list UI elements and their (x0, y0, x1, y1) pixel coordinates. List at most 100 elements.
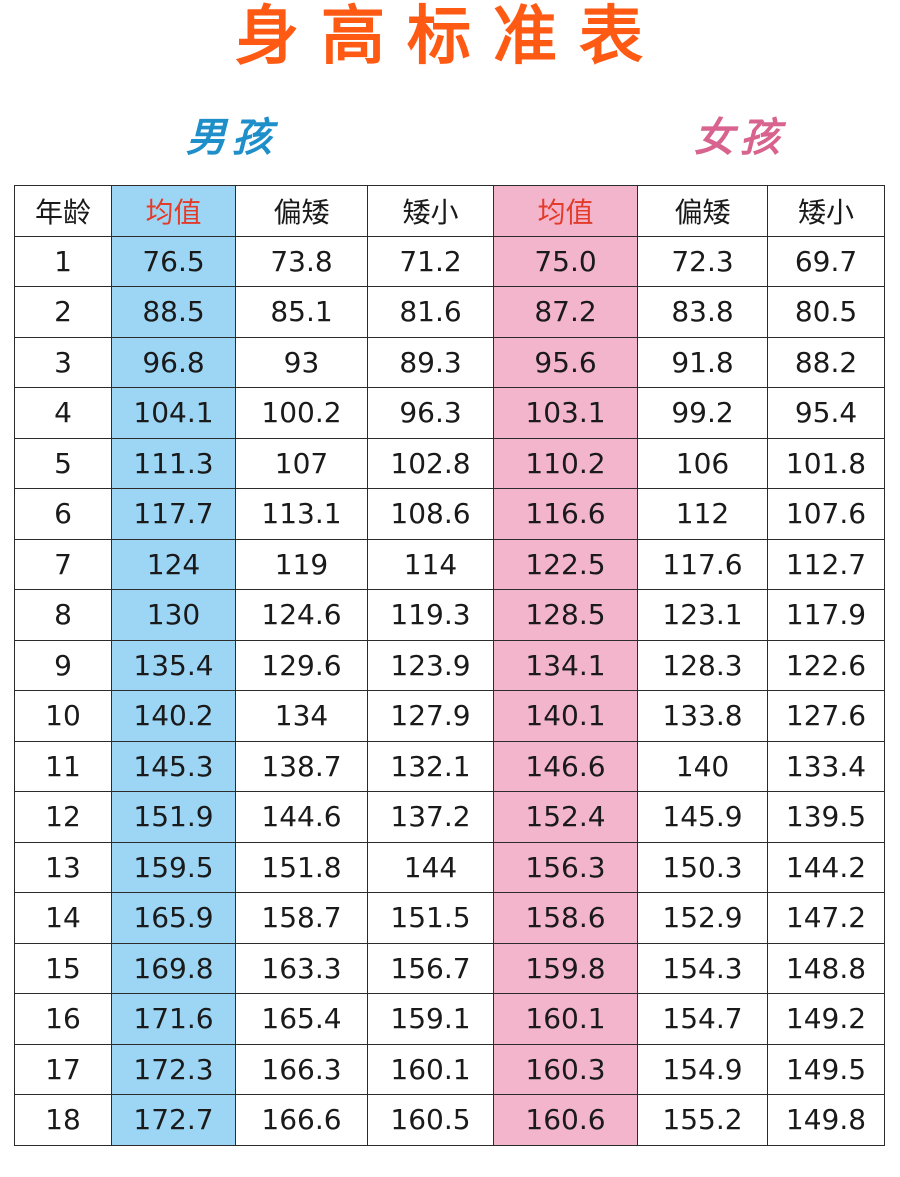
girl-very-short-cell: 133.4 (767, 740, 885, 792)
boy-short-cell: 73.8 (235, 235, 368, 287)
age-cell: 2 (14, 286, 112, 338)
boy-short-cell: 151.8 (235, 841, 368, 893)
table-row: 4 104.1 100.2 96.3 103.1 99.2 95.4 (14, 387, 885, 439)
boy-short-cell: 144.6 (235, 791, 368, 843)
girl-average-cell: 156.3 (493, 841, 638, 893)
girl-short-cell: 133.8 (637, 690, 768, 742)
age-cell: 14 (14, 892, 112, 944)
girl-very-short-cell: 122.6 (767, 639, 885, 691)
girl-very-short-cell: 144.2 (767, 841, 885, 893)
boy-very-short-cell: 114 (367, 538, 494, 590)
boy-average-cell: 172.7 (111, 1094, 236, 1146)
boy-short-cell: 85.1 (235, 286, 368, 338)
boy-average-cell: 117.7 (111, 488, 236, 540)
age-cell: 16 (14, 993, 112, 1045)
boy-very-short-cell: 96.3 (367, 387, 494, 439)
girl-short-cell: 154.9 (637, 1043, 768, 1095)
header-girl-very-short: 矮小 (767, 185, 885, 237)
boy-average-cell: 135.4 (111, 639, 236, 691)
girl-short-cell: 152.9 (637, 892, 768, 944)
table-row: 10 140.2 134 127.9 140.1 133.8 127.6 (14, 690, 885, 742)
boy-short-cell: 107 (235, 437, 368, 489)
girl-short-cell: 128.3 (637, 639, 768, 691)
boy-average-cell: 140.2 (111, 690, 236, 742)
girl-short-cell: 112 (637, 488, 768, 540)
age-cell: 18 (14, 1094, 112, 1146)
boy-short-cell: 119 (235, 538, 368, 590)
girl-average-cell: 160.1 (493, 993, 638, 1045)
boy-very-short-cell: 151.5 (367, 892, 494, 944)
girl-short-cell: 106 (637, 437, 768, 489)
table-row: 9 135.4 129.6 123.9 134.1 128.3 122.6 (14, 639, 885, 691)
boy-very-short-cell: 102.8 (367, 437, 494, 489)
header-boy-very-short: 矮小 (367, 185, 494, 237)
girl-average-cell: 140.1 (493, 690, 638, 742)
age-cell: 3 (14, 336, 112, 388)
boy-short-cell: 134 (235, 690, 368, 742)
girl-short-cell: 99.2 (637, 387, 768, 439)
girl-short-cell: 154.3 (637, 942, 768, 994)
table-row: 8 130 124.6 119.3 128.5 123.1 117.9 (14, 589, 885, 641)
table-row: 13 159.5 151.8 144 156.3 150.3 144.2 (14, 841, 885, 893)
boy-very-short-cell: 119.3 (367, 589, 494, 641)
girl-average-cell: 159.8 (493, 942, 638, 994)
boy-short-cell: 158.7 (235, 892, 368, 944)
girl-very-short-cell: 147.2 (767, 892, 885, 944)
boy-average-cell: 145.3 (111, 740, 236, 792)
boy-average-cell: 88.5 (111, 286, 236, 338)
age-cell: 17 (14, 1043, 112, 1095)
boy-short-cell: 166.6 (235, 1094, 368, 1146)
boy-short-cell: 113.1 (235, 488, 368, 540)
boy-average-cell: 111.3 (111, 437, 236, 489)
boy-average-cell: 130 (111, 589, 236, 641)
girl-average-cell: 158.6 (493, 892, 638, 944)
table-row: 3 96.8 93 89.3 95.6 91.8 88.2 (14, 336, 885, 388)
boy-average-cell: 172.3 (111, 1043, 236, 1095)
boy-average-cell: 159.5 (111, 841, 236, 893)
boy-very-short-cell: 71.2 (367, 235, 494, 287)
boy-very-short-cell: 123.9 (367, 639, 494, 691)
boy-section-label: 男孩 (186, 114, 278, 161)
table-row: 11 145.3 138.7 132.1 146.6 140 133.4 (14, 740, 885, 792)
boy-average-cell: 171.6 (111, 993, 236, 1045)
girl-average-cell: 160.6 (493, 1094, 638, 1146)
girl-short-cell: 72.3 (637, 235, 768, 287)
table-row: 16 171.6 165.4 159.1 160.1 154.7 149.2 (14, 993, 885, 1045)
age-cell: 8 (14, 589, 112, 641)
boy-short-cell: 100.2 (235, 387, 368, 439)
girl-average-cell: 103.1 (493, 387, 638, 439)
boy-very-short-cell: 89.3 (367, 336, 494, 388)
girl-short-cell: 145.9 (637, 791, 768, 843)
boy-average-cell: 104.1 (111, 387, 236, 439)
girl-very-short-cell: 149.5 (767, 1043, 885, 1095)
table-row: 2 88.5 85.1 81.6 87.2 83.8 80.5 (14, 286, 885, 338)
header-girl-short: 偏矮 (637, 185, 768, 237)
girl-very-short-cell: 149.2 (767, 993, 885, 1045)
girl-short-cell: 91.8 (637, 336, 768, 388)
boy-short-cell: 165.4 (235, 993, 368, 1045)
boy-average-cell: 124 (111, 538, 236, 590)
girl-short-cell: 123.1 (637, 589, 768, 641)
table-row: 7 124 119 114 122.5 117.6 112.7 (14, 538, 885, 590)
age-cell: 12 (14, 791, 112, 843)
boy-very-short-cell: 156.7 (367, 942, 494, 994)
girl-very-short-cell: 95.4 (767, 387, 885, 439)
girl-very-short-cell: 139.5 (767, 791, 885, 843)
table-row: 15 169.8 163.3 156.7 159.8 154.3 148.8 (14, 942, 885, 994)
girl-very-short-cell: 112.7 (767, 538, 885, 590)
girl-very-short-cell: 117.9 (767, 589, 885, 641)
girl-very-short-cell: 69.7 (767, 235, 885, 287)
girl-very-short-cell: 88.2 (767, 336, 885, 388)
boy-very-short-cell: 81.6 (367, 286, 494, 338)
boy-short-cell: 138.7 (235, 740, 368, 792)
girl-very-short-cell: 101.8 (767, 437, 885, 489)
boy-short-cell: 166.3 (235, 1043, 368, 1095)
boy-short-cell: 93 (235, 336, 368, 388)
header-boy-short: 偏矮 (235, 185, 368, 237)
page-title: 身高标准表 (235, 0, 665, 74)
boy-short-cell: 163.3 (235, 942, 368, 994)
table-header-row: 年龄 均值 偏矮 矮小 均值 偏矮 矮小 (14, 185, 885, 237)
girl-short-cell: 154.7 (637, 993, 768, 1045)
table-row: 6 117.7 113.1 108.6 116.6 112 107.6 (14, 488, 885, 540)
girl-average-cell: 122.5 (493, 538, 638, 590)
